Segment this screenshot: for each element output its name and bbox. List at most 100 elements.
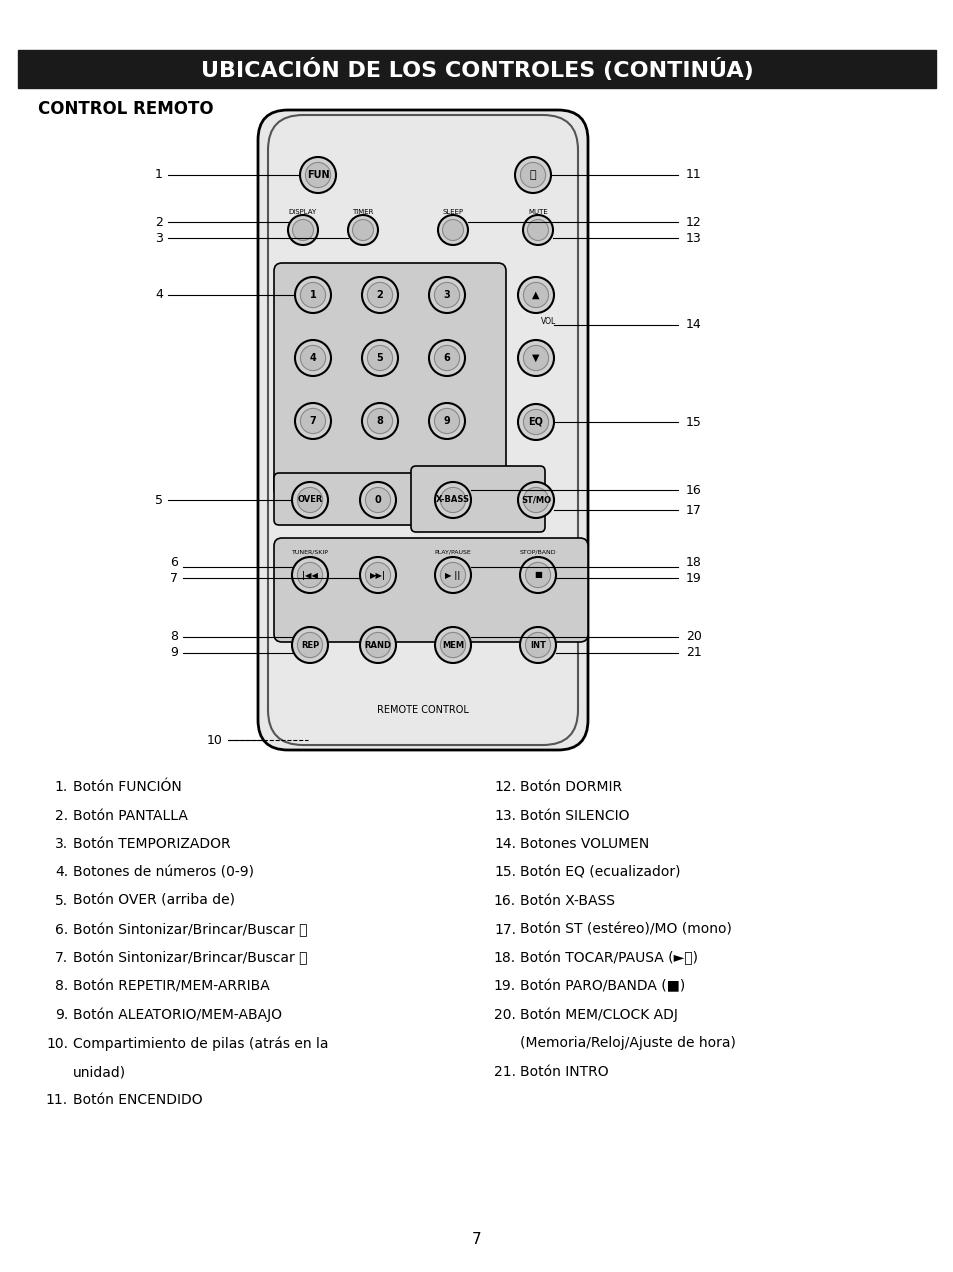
Circle shape xyxy=(519,557,556,593)
Text: 1: 1 xyxy=(310,290,316,300)
Text: Botón ST (estéreo)/MO (mono): Botón ST (estéreo)/MO (mono) xyxy=(519,922,731,936)
Text: 0: 0 xyxy=(375,495,381,505)
Text: 12.: 12. xyxy=(494,780,516,794)
Circle shape xyxy=(348,215,377,245)
Circle shape xyxy=(300,346,325,370)
Circle shape xyxy=(365,487,390,513)
Text: 2: 2 xyxy=(155,215,163,229)
Text: 10: 10 xyxy=(207,734,223,747)
Text: 2: 2 xyxy=(376,290,383,300)
Text: 3: 3 xyxy=(443,290,450,300)
Circle shape xyxy=(299,156,335,193)
Circle shape xyxy=(367,346,393,370)
Text: 9: 9 xyxy=(170,646,178,659)
Text: INT: INT xyxy=(530,641,545,650)
Text: Botón ALEATORIO/MEM-ABAJO: Botón ALEATORIO/MEM-ABAJO xyxy=(73,1007,282,1023)
Text: ▶▶|: ▶▶| xyxy=(370,571,386,580)
Text: 7.: 7. xyxy=(55,951,68,965)
Text: Botón FUNCIÓN: Botón FUNCIÓN xyxy=(73,780,182,794)
Text: ⏻: ⏻ xyxy=(529,170,536,181)
Text: 7: 7 xyxy=(472,1233,481,1248)
Circle shape xyxy=(517,277,554,313)
Text: Botones VOLUMEN: Botones VOLUMEN xyxy=(519,837,649,851)
Circle shape xyxy=(429,340,464,377)
Text: 17: 17 xyxy=(685,504,701,516)
Circle shape xyxy=(292,627,328,663)
Circle shape xyxy=(292,557,328,593)
Text: 9: 9 xyxy=(443,416,450,426)
Circle shape xyxy=(440,562,465,588)
Text: Botón SILENCIO: Botón SILENCIO xyxy=(519,809,629,823)
Text: Botón PANTALLA: Botón PANTALLA xyxy=(73,809,188,823)
FancyBboxPatch shape xyxy=(257,109,587,750)
Circle shape xyxy=(292,482,328,518)
Text: UBICACIÓN DE LOS CONTROLES (CONTINÚA): UBICACIÓN DE LOS CONTROLES (CONTINÚA) xyxy=(200,57,753,80)
Circle shape xyxy=(294,340,331,377)
Text: REMOTE CONTROL: REMOTE CONTROL xyxy=(376,705,469,715)
Circle shape xyxy=(435,627,471,663)
Text: ■: ■ xyxy=(534,571,541,580)
Text: Botón Sintonizar/Brincar/Buscar ⏭: Botón Sintonizar/Brincar/Buscar ⏭ xyxy=(73,951,307,965)
Text: 3: 3 xyxy=(155,232,163,244)
Circle shape xyxy=(300,282,325,308)
Text: 5.: 5. xyxy=(55,894,68,908)
Text: Botón Sintonizar/Brincar/Buscar ⏮: Botón Sintonizar/Brincar/Buscar ⏮ xyxy=(73,922,307,936)
Text: 16.: 16. xyxy=(494,894,516,908)
Text: 5: 5 xyxy=(154,494,163,506)
Circle shape xyxy=(367,408,393,434)
Text: 1.: 1. xyxy=(54,780,68,794)
Text: Compartimiento de pilas (atrás en la: Compartimiento de pilas (atrás en la xyxy=(73,1037,328,1051)
Circle shape xyxy=(434,408,459,434)
Text: 4: 4 xyxy=(155,289,163,301)
Text: 4: 4 xyxy=(310,354,316,363)
Text: 12: 12 xyxy=(685,215,701,229)
Circle shape xyxy=(440,632,465,658)
Text: 13.: 13. xyxy=(494,809,516,823)
Text: 18.: 18. xyxy=(494,951,516,965)
Text: REP: REP xyxy=(300,641,319,650)
Text: 15.: 15. xyxy=(494,865,516,879)
Text: 20.: 20. xyxy=(494,1007,516,1021)
Circle shape xyxy=(294,277,331,313)
Circle shape xyxy=(517,482,554,518)
Circle shape xyxy=(434,346,459,370)
Text: RAND: RAND xyxy=(364,641,391,650)
Circle shape xyxy=(359,482,395,518)
Text: 2.: 2. xyxy=(55,809,68,823)
Circle shape xyxy=(523,282,548,308)
Circle shape xyxy=(440,487,465,513)
FancyBboxPatch shape xyxy=(274,473,426,525)
Circle shape xyxy=(429,277,464,313)
Text: 8: 8 xyxy=(376,416,383,426)
Text: 8.: 8. xyxy=(54,979,68,993)
Text: 3.: 3. xyxy=(55,837,68,851)
Circle shape xyxy=(519,163,545,187)
Text: Botón PARO/BANDA (■): Botón PARO/BANDA (■) xyxy=(519,979,684,993)
Text: 14: 14 xyxy=(685,318,701,332)
Text: 18: 18 xyxy=(685,556,701,569)
Circle shape xyxy=(527,220,548,240)
Text: unidad): unidad) xyxy=(73,1065,126,1079)
FancyBboxPatch shape xyxy=(411,466,544,532)
Text: MUTE: MUTE xyxy=(528,209,547,215)
Text: 14.: 14. xyxy=(494,837,516,851)
Text: Botón REPETIR/MEM-ARRIBA: Botón REPETIR/MEM-ARRIBA xyxy=(73,979,270,993)
Circle shape xyxy=(435,482,471,518)
Text: (Memoria/Reloj/Ajuste de hora): (Memoria/Reloj/Ajuste de hora) xyxy=(519,1037,735,1051)
Bar xyxy=(18,50,935,88)
Circle shape xyxy=(297,487,322,513)
Text: 4.: 4. xyxy=(55,865,68,879)
Text: SLEEP: SLEEP xyxy=(442,209,463,215)
Text: ▶ ||: ▶ || xyxy=(445,571,460,580)
Circle shape xyxy=(293,220,314,240)
Text: 13: 13 xyxy=(685,232,701,244)
Text: Botón INTRO: Botón INTRO xyxy=(519,1065,608,1079)
Text: X-BASS: X-BASS xyxy=(436,496,470,505)
Circle shape xyxy=(361,340,397,377)
Text: PLAY/PAUSE: PLAY/PAUSE xyxy=(435,550,471,555)
Text: 21: 21 xyxy=(685,646,701,659)
Circle shape xyxy=(442,220,463,240)
Text: EQ: EQ xyxy=(528,417,543,427)
Text: Botones de números (0-9): Botones de números (0-9) xyxy=(73,865,253,879)
Circle shape xyxy=(352,220,374,240)
